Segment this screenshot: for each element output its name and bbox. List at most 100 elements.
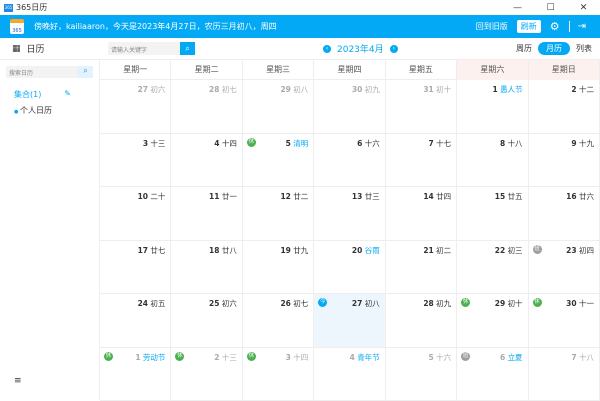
day-cell[interactable]: 15 廿五 <box>457 187 528 241</box>
day-cell[interactable]: 18 廿八 <box>171 241 242 295</box>
holiday-badge: 休 <box>175 352 184 361</box>
old-version-link[interactable]: 回到旧版 <box>476 21 508 32</box>
day-cell[interactable]: 7 十七 <box>386 134 457 188</box>
day-cell[interactable]: 21 初二 <box>386 241 457 295</box>
prev-month-button[interactable]: ‹ <box>323 45 331 53</box>
lunar-date: 初十 <box>436 85 451 94</box>
day-number: 31 <box>423 85 433 94</box>
lunar-date: 初九 <box>436 299 451 308</box>
day-number: 28 <box>209 85 219 94</box>
calendar-search-input[interactable]: 搜索日历 <box>6 66 78 78</box>
weekday-header: 星期二 <box>171 60 242 80</box>
lunar-date: 初六 <box>150 85 165 94</box>
day-cell[interactable]: 28 初九 <box>386 294 457 348</box>
lunar-date: 初五 <box>150 299 165 308</box>
day-cell[interactable]: 7 十八 <box>529 348 600 401</box>
day-cell[interactable]: 19 廿九 <box>243 241 314 295</box>
lunar-date: 十一 <box>579 299 594 308</box>
search-icon[interactable]: ⌕ <box>78 66 93 78</box>
lunar-date: 初七 <box>293 299 308 308</box>
day-cell[interactable]: 2 十二 <box>529 80 600 134</box>
maximize-button[interactable]: ☐ <box>534 3 567 13</box>
day-cell[interactable]: 25 初六 <box>171 294 242 348</box>
day-cell[interactable]: 6 十六 <box>314 134 385 188</box>
day-cell[interactable]: 5 十六 <box>386 348 457 401</box>
settings-icon[interactable]: ⚙ <box>550 20 560 33</box>
app-icon: 365 <box>4 4 13 12</box>
day-cell[interactable]: 4 十四 <box>171 134 242 188</box>
tab-month[interactable]: 月历 <box>538 42 570 55</box>
lunar-date: 青年节 <box>357 353 380 362</box>
day-cell[interactable]: 10 二十 <box>100 187 171 241</box>
day-number: 7 <box>429 139 434 148</box>
holiday-badge: 休 <box>247 352 256 361</box>
day-number: 16 <box>566 192 576 201</box>
day-number: 25 <box>209 299 219 308</box>
calendar-item[interactable]: 个人日历 <box>0 100 99 121</box>
workday-badge: 班 <box>461 352 470 361</box>
lunar-date: 初四 <box>579 246 594 255</box>
day-cell[interactable]: 4 青年节 <box>314 348 385 401</box>
day-cell[interactable]: 14 廿四 <box>386 187 457 241</box>
day-cell[interactable]: 26 初七 <box>243 294 314 348</box>
day-cell[interactable]: 13 廿三 <box>314 187 385 241</box>
day-cell[interactable]: 29 初八 <box>243 80 314 134</box>
day-number: 29 <box>280 85 290 94</box>
lunar-date: 劳动节 <box>143 353 166 362</box>
day-cell[interactable]: 3 十三 <box>100 134 171 188</box>
collection-label[interactable]: 集合(1) <box>14 89 41 100</box>
lunar-date: 十三 <box>150 139 165 148</box>
day-cell[interactable]: 24 初五 <box>100 294 171 348</box>
day-cell[interactable]: 22 初三 <box>457 241 528 295</box>
lunar-date: 十二 <box>579 85 594 94</box>
month-label: 2023年4月 <box>337 42 384 55</box>
day-cell[interactable]: 8 十八 <box>457 134 528 188</box>
day-number: 30 <box>566 299 576 308</box>
weekday-header: 星期一 <box>100 60 171 80</box>
keyword-search-input[interactable]: 请输入关键字 <box>108 42 180 55</box>
day-cell[interactable]: 16 廿六 <box>529 187 600 241</box>
lunar-date: 廿九 <box>293 246 308 255</box>
day-cell[interactable]: 9 十九 <box>529 134 600 188</box>
title-bar: 365 365日历 — ☐ ✕ <box>0 0 600 15</box>
day-cell[interactable]: 28 初七 <box>171 80 242 134</box>
day-number: 3 <box>143 139 148 148</box>
close-button[interactable]: ✕ <box>567 3 600 13</box>
lunar-date: 廿八 <box>222 246 237 255</box>
day-cell[interactable]: 27 初六 <box>100 80 171 134</box>
day-number: 18 <box>209 246 219 255</box>
banner: 365 傍晚好，kailiaaron，今天是2023年4月27日，农历三月初八，… <box>0 15 600 38</box>
day-cell[interactable]: 30 初九 <box>314 80 385 134</box>
lunar-date: 十六 <box>365 139 380 148</box>
minimize-button[interactable]: — <box>501 3 534 13</box>
day-number: 21 <box>423 246 433 255</box>
tab-list[interactable]: 列表 <box>576 43 592 54</box>
day-number: 8 <box>500 139 505 148</box>
day-cell[interactable]: 31 初十 <box>386 80 457 134</box>
day-cell[interactable]: 12 廿二 <box>243 187 314 241</box>
day-number: 20 <box>352 246 362 255</box>
next-month-button[interactable]: › <box>390 45 398 53</box>
day-number: 9 <box>571 139 576 148</box>
refresh-button[interactable]: 刷新 <box>517 20 541 33</box>
search-icon[interactable]: ⌕ <box>180 42 195 55</box>
day-cell[interactable]: 1 愚人节 <box>457 80 528 134</box>
lunar-date: 廿五 <box>508 192 523 201</box>
tab-week[interactable]: 周历 <box>516 43 532 54</box>
logout-icon[interactable]: ⇥ <box>569 21 586 32</box>
edit-icon[interactable]: ✎ <box>64 89 71 100</box>
day-cell[interactable]: 17 廿七 <box>100 241 171 295</box>
day-number: 2 <box>571 85 576 94</box>
day-cell[interactable]: 20 谷雨 <box>314 241 385 295</box>
day-cell[interactable]: 11 廿一 <box>171 187 242 241</box>
menu-icon[interactable]: ≡ <box>14 376 22 386</box>
